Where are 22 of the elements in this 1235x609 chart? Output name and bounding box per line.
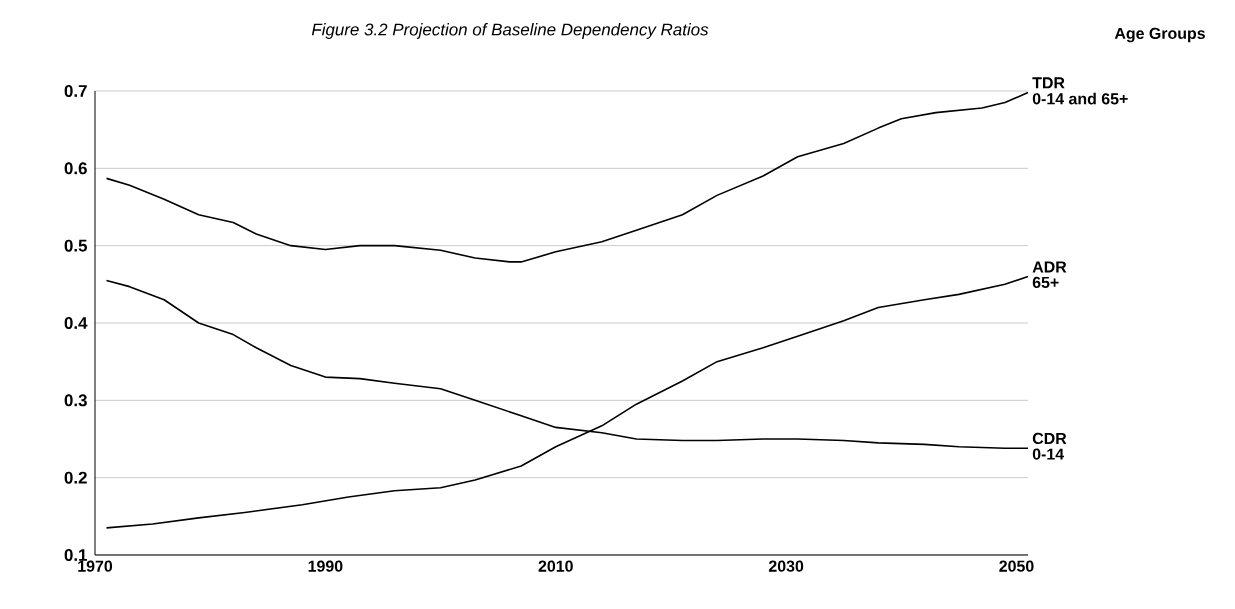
line-series xyxy=(105,91,1029,263)
text: 0-14 xyxy=(1032,448,1065,460)
legend-title: Age Groups xyxy=(1114,27,1205,43)
line-series xyxy=(105,275,1029,529)
x-tick-label: 2010 xyxy=(538,560,573,572)
y-tick-label: 0.2 xyxy=(64,471,87,484)
y-tick-label: 0.5 xyxy=(64,239,88,252)
x-tick-label: 2030 xyxy=(768,560,804,572)
y-tick-label: 0.1 xyxy=(64,548,88,561)
y-tick-label: 0.6 xyxy=(64,162,87,175)
y-tick-label: 0.4 xyxy=(64,316,88,329)
text: 0-14 and 65+ xyxy=(1032,92,1128,105)
chart-title: Figure 3.2 Projection of Baseline Dependency Ratios xyxy=(311,23,709,39)
y-tick-label: 0.7 xyxy=(64,84,87,97)
x-tick-label: 1990 xyxy=(308,560,343,572)
series-label: CDR xyxy=(1032,432,1067,445)
x-tick-label: 1970 xyxy=(78,560,113,572)
text: 65+ xyxy=(1032,276,1059,289)
series-label: ADR xyxy=(1032,261,1067,273)
series-label: TDR xyxy=(1032,77,1065,89)
y-tick-label: 0.3 xyxy=(64,394,87,407)
x-tick-label: 2050 xyxy=(999,560,1034,572)
